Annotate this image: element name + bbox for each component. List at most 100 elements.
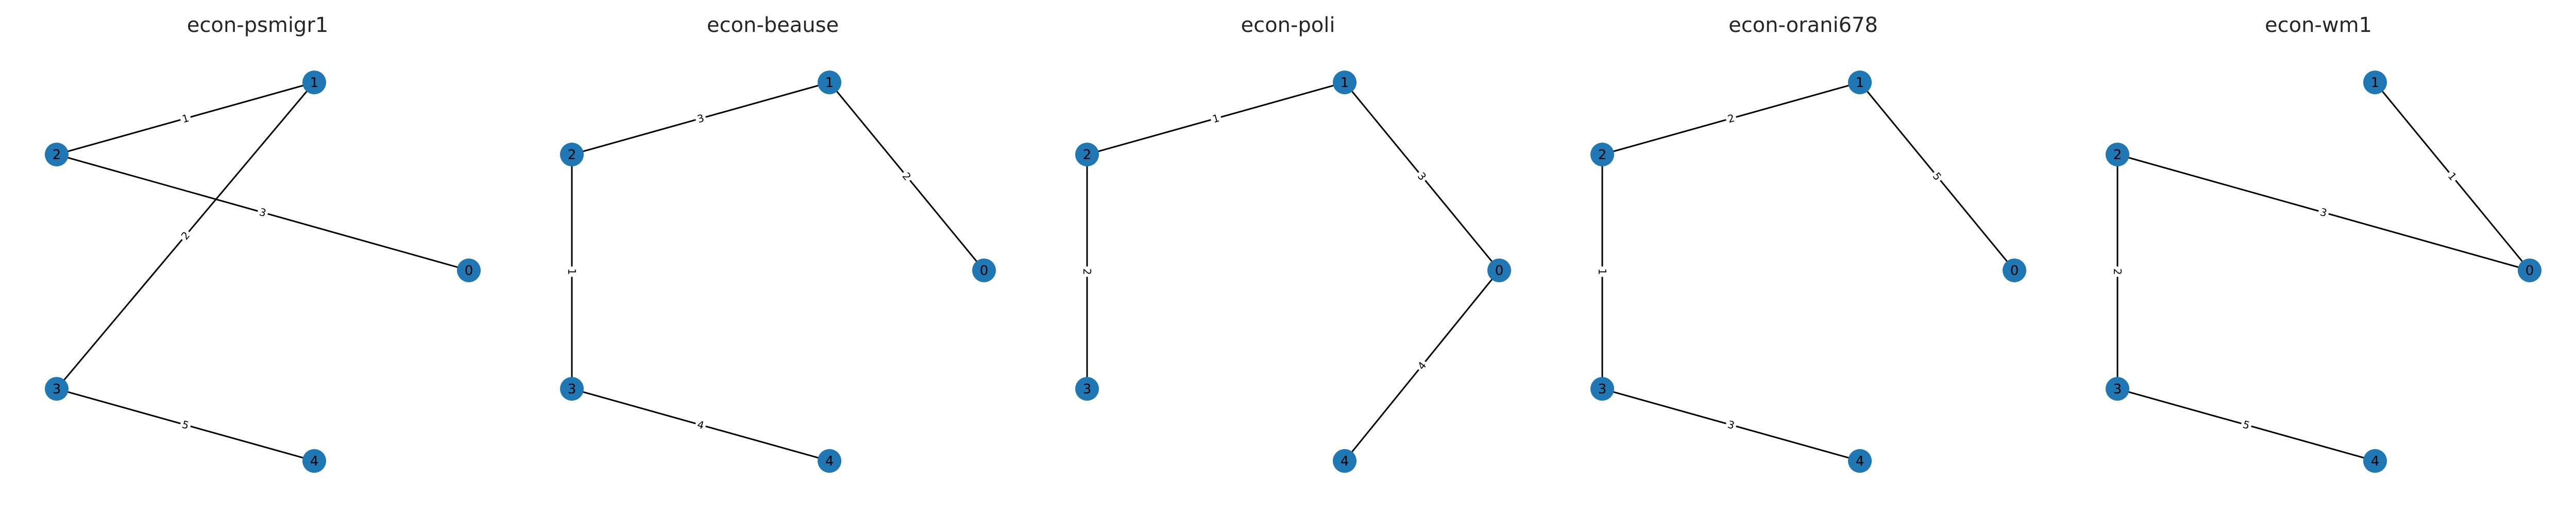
node-0	[2518, 259, 2541, 282]
edge-weight-label: 2	[1726, 112, 1736, 126]
node-1	[2363, 71, 2387, 94]
edge-weight-label-bg	[1414, 357, 1430, 374]
node-label: 3	[53, 382, 61, 397]
edge-weight-label-bg	[694, 111, 707, 126]
edge-weight-label-group: 3	[256, 205, 269, 220]
node-0	[972, 259, 996, 282]
edge-weight-label: 5	[2242, 418, 2251, 432]
node-2	[1075, 143, 1099, 166]
graph-panel-econ-orani678: econ-orani678 2 5 1 3 0 1 2 3 4	[1546, 0, 2061, 515]
graph-canvas: 2 5 1 3 0 1 2 3 4	[1590, 71, 2026, 473]
node-1	[818, 71, 841, 94]
node-label: 4	[2371, 454, 2380, 469]
node-1	[302, 71, 326, 94]
edge-weight-label-group: 1	[1596, 266, 1608, 277]
node-4	[2363, 449, 2387, 473]
edge-weight-label-bg	[1724, 111, 1738, 126]
node-4	[818, 449, 841, 473]
node-label: 2	[568, 147, 577, 163]
edge-weight-label-bg	[694, 417, 707, 433]
node-label: 2	[1083, 147, 1092, 163]
node-label: 0	[2526, 263, 2534, 279]
edge-weight-label: 2	[2111, 268, 2124, 275]
edge-weight-label-group: 1	[1209, 111, 1223, 126]
node-0	[1487, 259, 1511, 282]
node-4	[302, 449, 326, 473]
edge-weight-label-bg	[2444, 168, 2461, 184]
edge-weight-label-bg	[1596, 266, 1608, 277]
edge-weight-label-bg	[2240, 417, 2253, 433]
graph-title: econ-beause	[706, 13, 839, 37]
node-1	[1848, 71, 1872, 94]
node-label: 2	[2113, 147, 2122, 163]
node-3	[1590, 377, 1614, 401]
edge-weight-label: 3	[2319, 205, 2329, 219]
edge-weight-label-group: 3	[1414, 168, 1430, 184]
edge-weight-label-group: 3	[694, 111, 707, 126]
edge-weight-label-group: 2	[899, 168, 915, 184]
node-label: 0	[1495, 263, 1504, 279]
node-label: 1	[1856, 75, 1865, 91]
edge-weight-label-group: 4	[1414, 357, 1430, 374]
node-label: 3	[568, 382, 577, 397]
edge-weight-label-bg	[1081, 266, 1093, 277]
node-label: 4	[310, 454, 319, 469]
node-label: 2	[53, 147, 61, 163]
node-4	[1848, 449, 1872, 473]
edge-weight-label-group: 2	[2111, 266, 2124, 277]
node-0	[457, 259, 481, 282]
node-label: 4	[1856, 454, 1865, 469]
node-label: 3	[1598, 382, 1607, 397]
graph-title: econ-psmigr1	[187, 13, 329, 37]
edge-weight-label-bg	[177, 228, 194, 244]
node-label: 4	[1341, 454, 1349, 469]
edge-weight-label-bg	[566, 266, 578, 277]
edge-weight-label-bg	[256, 205, 269, 220]
edge-weight-label: 3	[696, 112, 706, 126]
edge-weight-label-group: 1	[179, 111, 192, 126]
edge-weight-label: 4	[696, 418, 706, 432]
edge-weight-label-bg	[1209, 111, 1223, 126]
graph-title: econ-orani678	[1728, 13, 1878, 37]
edge-weight-label-bg	[1929, 168, 1945, 184]
node-label: 3	[1083, 382, 1092, 397]
edge-weight-label-bg	[2111, 266, 2124, 277]
graph-panel-econ-poli: econ-poli 1 3 2 4 0 1 2 3 4	[1030, 0, 1546, 515]
graph-panel-econ-beause: econ-beause 3 2 1 4 0 1 2 3 4	[515, 0, 1030, 515]
node-3	[45, 377, 69, 401]
node-label: 1	[1341, 75, 1349, 91]
node-label: 0	[980, 263, 989, 279]
node-label: 1	[2371, 75, 2380, 91]
edge-weight-label-bg	[1414, 168, 1430, 184]
graph-title: econ-poli	[1241, 13, 1335, 37]
edge-weight-label-group: 4	[694, 417, 707, 433]
edge-weight-label: 1	[1596, 268, 1608, 275]
node-label: 2	[1598, 147, 1607, 163]
node-2	[2106, 143, 2129, 166]
edge-weight-label-group: 3	[2317, 205, 2330, 220]
edge-weight-label-bg	[899, 168, 915, 184]
node-2	[560, 143, 584, 166]
graph-canvas: 1 3 2 4 0 1 2 3 4	[1075, 71, 1511, 473]
edge-weight-label-group: 1	[2444, 168, 2461, 184]
node-label: 1	[310, 75, 319, 91]
edge-weight-label: 1	[1211, 112, 1221, 126]
edge-weight-label-group: 2	[1081, 266, 1093, 277]
node-label: 0	[465, 263, 473, 279]
node-label: 1	[825, 75, 834, 91]
edge-weight-label: 3	[258, 205, 268, 219]
node-3	[1075, 377, 1099, 401]
node-2	[45, 143, 69, 166]
edge-weight-label-group: 2	[1724, 111, 1738, 126]
node-1	[1333, 71, 1357, 94]
edge-weight-label-group: 1	[566, 266, 578, 277]
edge-weight-label: 1	[566, 268, 578, 275]
edge-weight-label-group: 5	[179, 417, 192, 433]
edge-weight-label: 5	[181, 418, 191, 432]
node-label: 0	[2010, 263, 2019, 279]
edge-weight-label-group: 3	[1724, 417, 1738, 433]
edge-weight-label: 2	[1081, 268, 1093, 275]
node-3	[2106, 377, 2129, 401]
node-label: 3	[2113, 382, 2122, 397]
